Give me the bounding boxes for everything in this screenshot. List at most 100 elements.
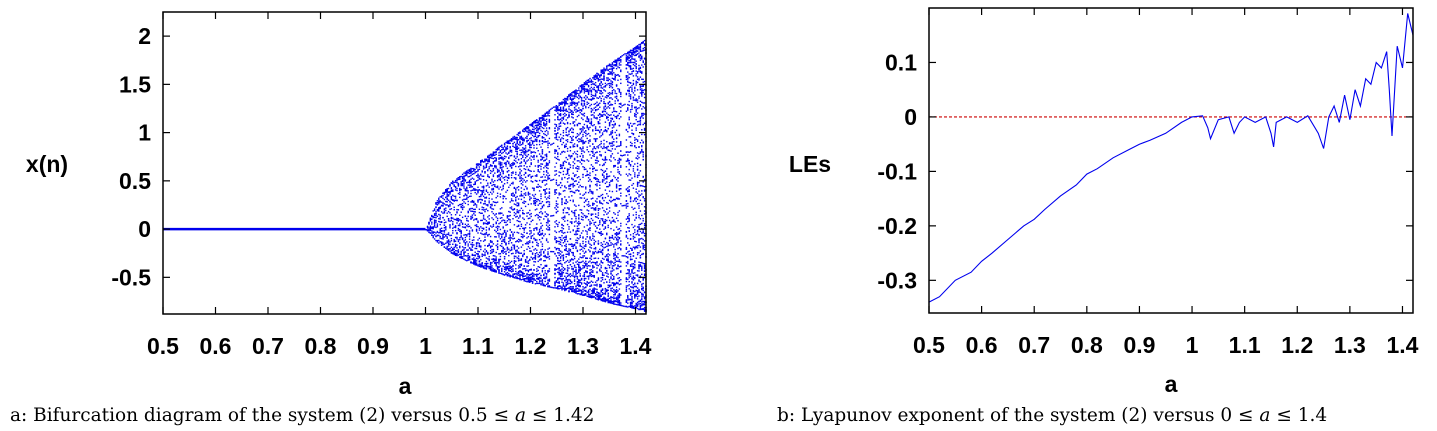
bifurcation-point xyxy=(555,134,558,136)
bifurcation-point xyxy=(580,261,583,263)
bifurcation-point xyxy=(544,196,546,198)
bifurcation-point xyxy=(517,247,520,249)
bifurcation-point xyxy=(571,141,573,144)
bifurcation-point xyxy=(603,67,605,69)
bifurcation-point xyxy=(565,98,567,100)
bifurcation-point xyxy=(473,187,475,190)
bifurcation-point xyxy=(471,249,474,251)
bifurcation-point xyxy=(554,236,556,238)
bifurcation-point xyxy=(454,253,457,256)
bifurcation-point xyxy=(592,275,594,277)
bifurcation-point xyxy=(554,133,556,135)
bifurcation-point xyxy=(452,247,454,250)
bifurcation-point xyxy=(442,202,444,204)
bifurcation-point xyxy=(596,159,598,162)
bifurcation-point xyxy=(544,190,546,193)
bifurcation-point xyxy=(503,240,506,242)
bifurcation-point xyxy=(530,139,532,142)
bifurcation-point xyxy=(506,215,509,218)
bifurcation-point xyxy=(576,153,579,156)
bifurcation-point xyxy=(564,280,566,282)
bifurcation-point xyxy=(431,226,433,228)
bifurcation-point xyxy=(496,170,499,172)
bifurcation-point xyxy=(541,119,544,121)
bifurcation-point xyxy=(604,147,607,149)
bifurcation-point xyxy=(564,289,566,292)
bifurcation-point xyxy=(485,190,488,192)
bifurcation-point xyxy=(573,95,576,98)
bifurcation-point xyxy=(604,287,607,290)
bifurcation-point xyxy=(515,189,517,191)
bifurcation-point xyxy=(587,118,590,120)
bifurcation-point xyxy=(580,128,583,130)
bifurcation-point xyxy=(573,283,576,285)
bifurcation-point xyxy=(480,194,482,196)
bifurcation-point xyxy=(587,79,590,81)
bifurcation-point xyxy=(454,252,457,255)
bifurcation-point xyxy=(601,257,604,260)
bifurcation-point xyxy=(582,139,584,142)
bifurcation-point xyxy=(515,199,517,202)
bifurcation-point xyxy=(517,277,520,280)
bifurcation-point xyxy=(589,243,591,245)
bifurcation-point xyxy=(559,262,562,265)
bifurcation-point xyxy=(544,272,546,274)
bifurcation-point xyxy=(499,161,502,163)
bifurcation-point xyxy=(534,132,537,134)
bifurcation-point xyxy=(566,240,569,243)
bifurcation-point xyxy=(487,205,489,207)
bifurcation-point xyxy=(579,161,581,163)
bifurcation-point xyxy=(578,288,580,290)
bifurcation-point xyxy=(456,236,458,239)
bifurcation-point xyxy=(600,266,602,269)
bifurcation-point xyxy=(445,191,447,193)
bifurcation-point xyxy=(442,204,444,206)
bifurcation-point xyxy=(505,165,507,167)
bifurcation-point xyxy=(522,195,524,197)
bifurcation-point xyxy=(555,208,558,211)
bifurcation-point xyxy=(461,183,464,186)
bifurcation-point xyxy=(569,238,572,240)
bifurcation-point xyxy=(463,240,465,242)
bifurcation-point xyxy=(526,261,528,263)
bifurcation-point xyxy=(568,115,570,117)
bifurcation-point xyxy=(580,185,583,188)
bifurcation-point xyxy=(566,150,569,152)
bifurcation-point xyxy=(582,275,584,277)
bifurcation-point xyxy=(597,298,600,300)
bifurcation-point xyxy=(541,152,544,155)
bifurcation-point xyxy=(529,217,531,219)
bifurcation-point xyxy=(499,233,502,235)
bifurcation-point xyxy=(464,179,467,181)
bifurcation-point xyxy=(505,253,507,255)
bifurcation-point xyxy=(477,201,479,203)
bifurcation-point xyxy=(564,176,566,179)
bifurcation-point xyxy=(548,137,551,140)
bifurcation-point xyxy=(603,106,605,108)
bifurcation-point xyxy=(435,221,437,223)
bifurcation-point xyxy=(524,275,527,277)
bifurcation-point xyxy=(502,187,504,190)
bifurcation-point xyxy=(575,273,577,276)
bifurcation-point xyxy=(495,153,497,156)
bifurcation-point xyxy=(481,208,483,211)
bifurcation-point xyxy=(600,295,602,297)
bifurcation-point xyxy=(445,207,447,209)
bifurcation-point xyxy=(482,209,485,211)
bifurcation-point xyxy=(594,248,597,250)
bifurcation-point xyxy=(576,222,579,224)
bifurcation-point xyxy=(566,110,569,113)
bifurcation-point xyxy=(517,134,520,136)
bifurcation-point xyxy=(480,240,482,242)
bifurcation-point xyxy=(520,236,523,238)
bifurcation-point xyxy=(502,249,504,251)
bifurcation-point xyxy=(509,261,511,264)
bifurcation-point xyxy=(473,219,475,221)
bifurcation-point xyxy=(547,200,549,203)
bifurcation-point xyxy=(533,273,535,275)
bifurcation-point xyxy=(495,159,497,162)
bifurcation-point xyxy=(489,263,492,265)
bifurcation-point xyxy=(555,247,558,250)
bifurcation-point xyxy=(488,221,490,224)
bifurcation-point xyxy=(463,241,465,243)
